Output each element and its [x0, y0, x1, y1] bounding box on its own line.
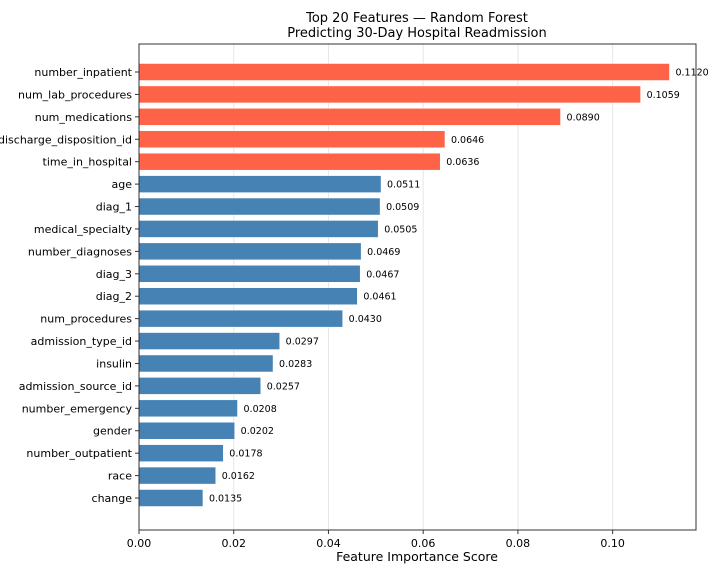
y-tick-label: diag_1	[96, 201, 132, 214]
value-label: 0.0257	[267, 381, 300, 392]
value-labels: 0.1120 0.1059 0.0890 0.0646 0.0636 0.0511 0.05…	[209, 68, 709, 505]
bar-medical_specialty	[138, 220, 379, 238]
bar-discharge_disposition_id	[138, 130, 446, 149]
y-tick-label: insulin	[96, 357, 132, 370]
bars	[138, 63, 670, 507]
bar-number_inpatient	[138, 63, 670, 81]
y-tick-label: diag_2	[96, 290, 132, 303]
value-label: 0.0890	[567, 112, 600, 123]
bar-age	[138, 175, 382, 193]
y-tick-label: gender	[93, 425, 132, 438]
bar-number_emergency	[138, 399, 238, 418]
value-label: 0.0646	[451, 135, 484, 146]
y-tick-labels: number_inpatient num_lab_procedures num_me…	[0, 66, 139, 505]
x-tick-label: 0.00	[127, 537, 152, 550]
value-label: 0.0511	[387, 180, 420, 191]
y-tick-label: admission_source_id	[19, 380, 132, 393]
x-tick-label: 0.08	[506, 537, 531, 550]
y-tick-label: num_procedures	[40, 313, 132, 326]
chart-title-line-1: Top 20 Features — Random Forest	[305, 11, 528, 26]
x-axis-label: Feature Importance Score	[336, 549, 498, 564]
value-label: 0.0430	[349, 314, 382, 325]
bar-number_diagnoses	[138, 242, 362, 261]
y-tick-label: age	[112, 178, 133, 191]
bar-admission_source_id	[138, 377, 261, 395]
bar-num_lab_procedures	[138, 85, 641, 104]
x-tick-label: 0.10	[600, 537, 625, 550]
value-label: 0.0509	[386, 202, 419, 213]
y-tick-label: number_emergency	[22, 402, 133, 415]
bar-gender	[138, 421, 235, 440]
bar-diag_2	[138, 287, 358, 305]
value-label: 0.0461	[363, 292, 396, 303]
bar-change	[138, 489, 204, 507]
value-label: 0.0297	[286, 337, 319, 348]
value-label: 0.0202	[241, 426, 274, 437]
y-tick-label: num_lab_procedures	[18, 88, 132, 101]
bar-admission_type_id	[138, 332, 280, 350]
bar-diag_1	[138, 197, 381, 216]
y-tick-label: change	[92, 492, 133, 505]
y-tick-label: discharge_disposition_id	[0, 133, 132, 146]
value-label: 0.0162	[222, 471, 255, 482]
chart-title-line-2: Predicting 30-Day Hospital Readmission	[287, 26, 547, 41]
y-tick-label: medical_specialty	[34, 223, 133, 236]
bar-diag_3	[138, 265, 361, 283]
y-tick-label: diag_3	[96, 268, 132, 281]
y-tick-label: number_inpatient	[34, 66, 132, 79]
value-label: 0.0178	[229, 449, 262, 460]
x-tick-label: 0.02	[221, 537, 246, 550]
y-tick-label: num_medications	[35, 111, 133, 124]
value-label: 0.0208	[244, 404, 277, 415]
value-label: 0.0505	[384, 224, 417, 235]
value-label: 0.0469	[367, 247, 400, 258]
y-tick-label: number_outpatient	[26, 447, 132, 460]
plot-frame	[138, 43, 697, 531]
value-label: 0.1059	[647, 90, 680, 101]
y-tick-label: race	[108, 470, 132, 483]
y-tick-label: time_in_hospital	[43, 156, 132, 169]
bar-time_in_hospital	[138, 152, 441, 171]
bar-race	[138, 466, 216, 485]
value-label: 0.0467	[366, 269, 399, 280]
y-tick-label: admission_type_id	[31, 335, 132, 348]
value-label: 0.1120	[675, 68, 708, 79]
bar-num_procedures	[138, 309, 343, 328]
value-label: 0.0283	[279, 359, 312, 370]
value-label: 0.0636	[446, 157, 479, 168]
y-tick-label: number_diagnoses	[28, 245, 132, 258]
bar-number_outpatient	[138, 444, 224, 462]
bar-insulin	[138, 354, 274, 373]
x-tick-labels: 0.00 0.02 0.04 0.06 0.08 0.10	[127, 530, 625, 550]
value-label: 0.0135	[209, 494, 242, 505]
x-tick-label: 0.06	[411, 537, 436, 550]
x-tick-label: 0.04	[316, 537, 341, 550]
bar-num_medications	[138, 108, 561, 126]
